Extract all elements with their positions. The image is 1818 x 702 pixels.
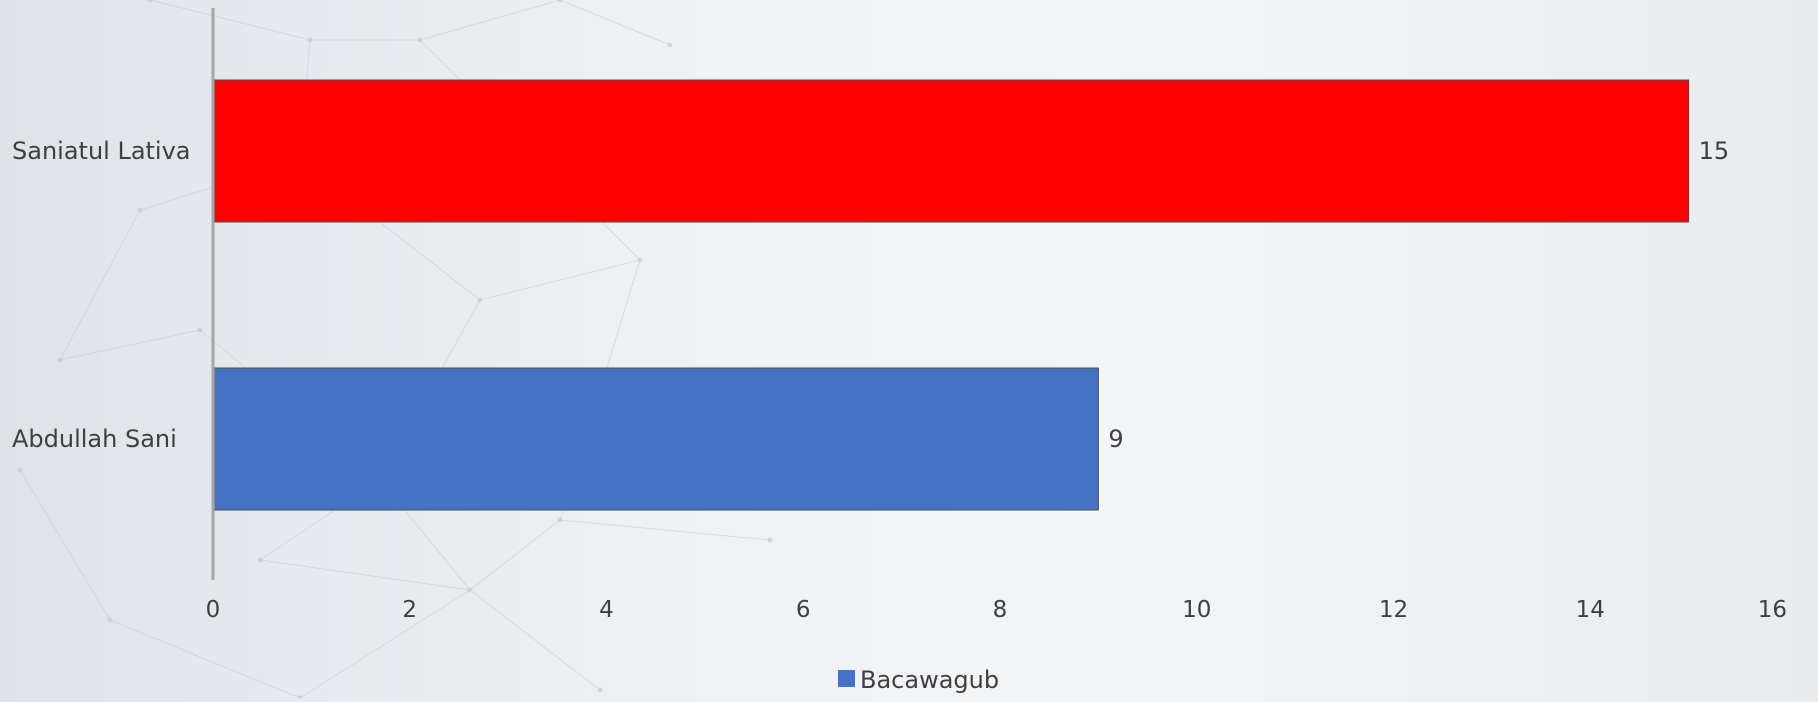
decor-line <box>59 329 201 361</box>
decor-node <box>417 37 423 43</box>
decor-node <box>137 207 143 213</box>
data-label: 9 <box>1108 425 1123 453</box>
decor-node <box>467 587 473 593</box>
decor-line <box>559 0 671 46</box>
decor-line <box>469 589 601 691</box>
decor-node <box>597 687 603 693</box>
decor-line <box>469 519 561 591</box>
decor-node <box>557 0 563 3</box>
data-labels: 15 9 <box>1108 137 1729 453</box>
bars-layer <box>212 79 1690 511</box>
decor-node <box>147 0 153 3</box>
x-tick-label: 2 <box>402 597 417 623</box>
bar <box>212 367 1099 511</box>
decor-node <box>257 557 263 563</box>
legend-label: Bacawagub <box>860 666 999 694</box>
decor-node <box>107 617 113 623</box>
x-tick-label: 8 <box>993 597 1008 623</box>
decor-line <box>559 519 771 541</box>
x-tick-label: 4 <box>599 597 614 623</box>
decor-line <box>479 259 641 301</box>
decor-line <box>299 589 471 699</box>
x-axis-tick-labels: 0 2 4 6 8 10 12 14 16 <box>206 597 1787 623</box>
decor-line <box>59 209 141 361</box>
bar <box>212 79 1690 223</box>
x-tick-label: 16 <box>1758 597 1787 623</box>
legend-swatch <box>838 670 855 687</box>
decor-node <box>307 37 313 43</box>
decor-node <box>637 257 643 263</box>
x-tick-label: 0 <box>206 597 221 623</box>
category-labels: Saniatul Lativa Abdullah Sani <box>12 137 191 453</box>
decor-node <box>197 327 203 333</box>
decor-node <box>477 297 483 303</box>
decor-line <box>149 0 311 41</box>
decor-line <box>109 619 301 699</box>
decor-line <box>419 0 561 41</box>
decor-node <box>57 357 63 363</box>
decor-node <box>17 467 23 473</box>
decor-node <box>767 537 773 543</box>
x-tick-label: 14 <box>1576 597 1605 623</box>
x-tick-label: 10 <box>1182 597 1211 623</box>
legend: Bacawagub <box>838 666 999 694</box>
data-label: 15 <box>1699 137 1730 165</box>
x-tick-label: 6 <box>796 597 811 623</box>
x-tick-label: 12 <box>1379 597 1408 623</box>
decor-node <box>667 42 673 48</box>
decor-node <box>557 517 563 523</box>
category-label: Abdullah Sani <box>12 425 177 453</box>
decor-line <box>259 559 471 591</box>
decor-line <box>19 469 111 621</box>
category-label: Saniatul Lativa <box>12 137 191 165</box>
